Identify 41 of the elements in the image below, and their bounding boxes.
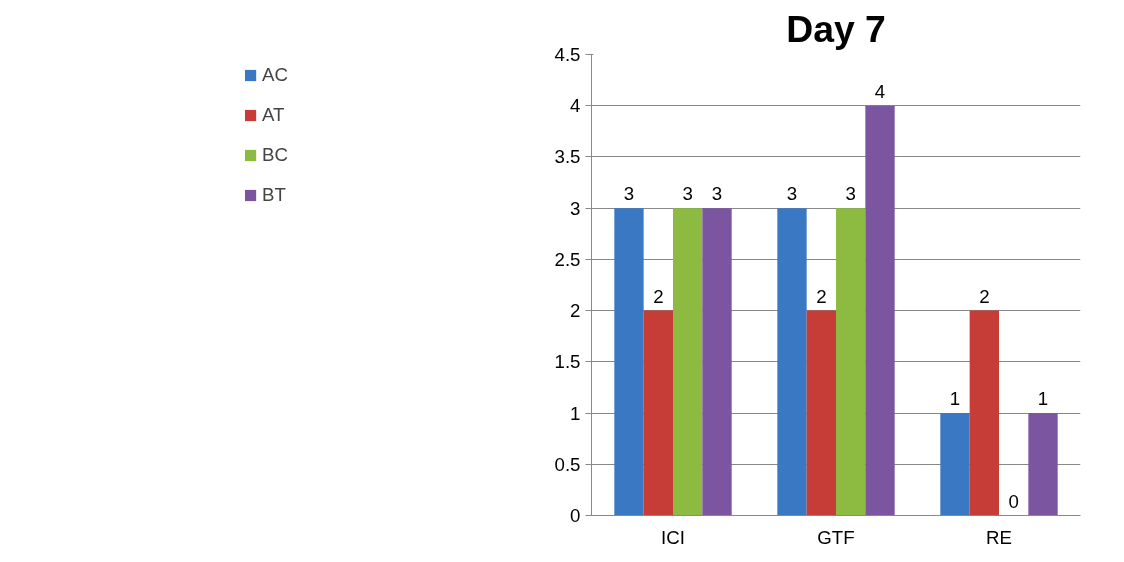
y-tick-label: 1 xyxy=(570,402,581,424)
data-label: 3 xyxy=(623,183,635,205)
data-label: 3 xyxy=(711,183,723,205)
x-tick-label: RE xyxy=(986,526,1012,548)
x-tick-label: ICI xyxy=(661,526,685,548)
data-label: 3 xyxy=(786,183,798,205)
bar xyxy=(836,208,866,516)
bar xyxy=(806,310,836,516)
legend-label: BC xyxy=(262,144,288,166)
y-tick-label: 2.5 xyxy=(554,248,581,270)
legend-label: AC xyxy=(262,64,288,86)
bar xyxy=(940,413,970,516)
legend-label: BT xyxy=(262,184,286,206)
data-label: 4 xyxy=(874,80,886,102)
data-label: 3 xyxy=(682,183,693,205)
data-label: 0 xyxy=(1008,490,1019,512)
y-tick-label: 1.5 xyxy=(554,351,581,373)
bar xyxy=(673,208,703,516)
data-label: 1 xyxy=(1037,388,1049,410)
data-label: 3 xyxy=(845,183,856,205)
bar xyxy=(777,208,807,516)
bar xyxy=(614,208,644,516)
y-tick-label: 3 xyxy=(570,197,581,219)
bar xyxy=(643,310,673,516)
bar xyxy=(865,105,895,516)
y-tick-label: 3.5 xyxy=(554,146,581,168)
bar xyxy=(969,310,999,516)
data-label: 2 xyxy=(979,285,990,307)
legend-label: AT xyxy=(262,104,285,126)
data-label: 2 xyxy=(816,285,827,307)
bar xyxy=(702,208,732,516)
y-tick-label: 0 xyxy=(570,505,581,526)
chart-title: Day 7 xyxy=(786,7,886,50)
y-tick-label: 2 xyxy=(570,300,581,322)
y-tick-label: 4 xyxy=(570,95,581,117)
data-label: 1 xyxy=(949,388,961,410)
data-label: 2 xyxy=(653,285,664,307)
x-tick-label: GTF xyxy=(817,526,855,548)
y-tick-label: 4.5 xyxy=(554,44,581,65)
y-tick-label: 0.5 xyxy=(554,453,581,475)
bar xyxy=(1028,413,1058,516)
